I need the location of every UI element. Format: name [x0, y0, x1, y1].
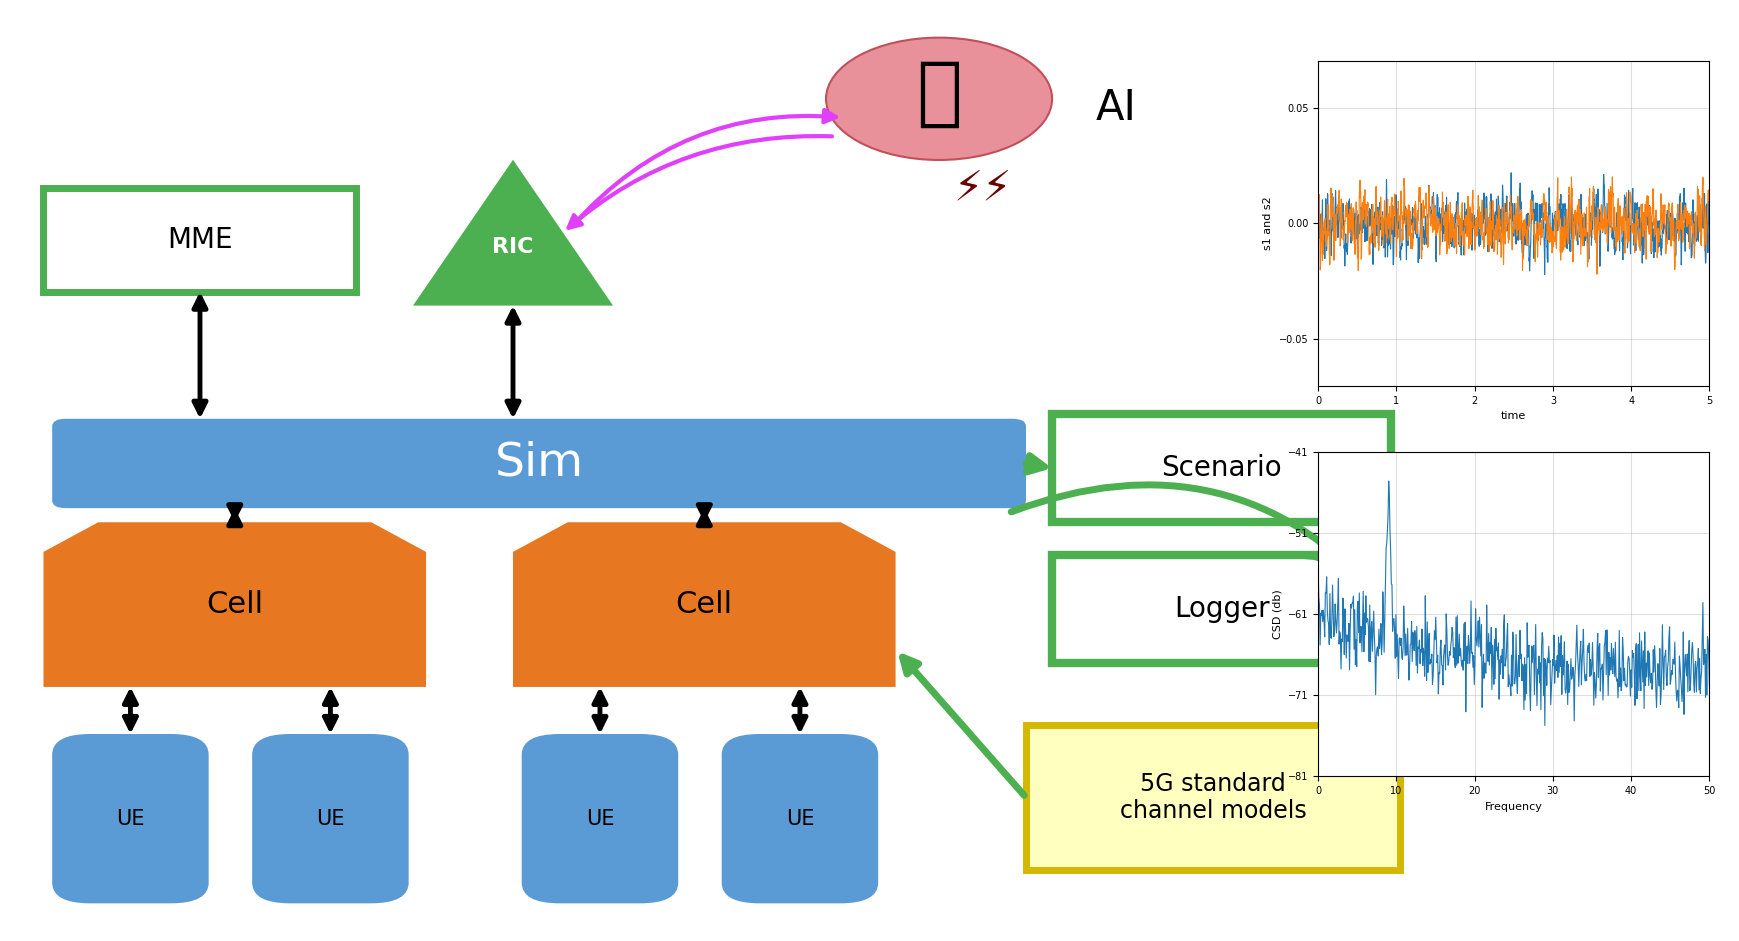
- Y-axis label: s1 and s2: s1 and s2: [1263, 197, 1273, 250]
- FancyArrowPatch shape: [903, 657, 1024, 795]
- Text: 🧠: 🧠: [916, 57, 962, 131]
- FancyBboxPatch shape: [43, 188, 356, 292]
- Text: 5G standard
channel models: 5G standard channel models: [1120, 772, 1306, 823]
- Text: Cell: Cell: [676, 590, 732, 619]
- FancyBboxPatch shape: [1026, 725, 1400, 870]
- FancyBboxPatch shape: [522, 734, 678, 903]
- Polygon shape: [513, 522, 896, 687]
- X-axis label: Frequency: Frequency: [1485, 802, 1542, 811]
- Text: UE: UE: [586, 808, 614, 829]
- Text: ⚡⚡: ⚡⚡: [953, 167, 1012, 209]
- Text: Scenario: Scenario: [1162, 455, 1282, 482]
- FancyBboxPatch shape: [1052, 555, 1391, 663]
- Text: RIC: RIC: [492, 237, 534, 258]
- FancyBboxPatch shape: [52, 419, 1026, 508]
- FancyArrowPatch shape: [1010, 485, 1384, 601]
- FancyBboxPatch shape: [1052, 414, 1391, 522]
- Polygon shape: [414, 160, 612, 306]
- Text: Sim: Sim: [494, 441, 584, 486]
- FancyBboxPatch shape: [252, 734, 409, 903]
- Y-axis label: CSD (db): CSD (db): [1273, 589, 1282, 639]
- FancyArrowPatch shape: [576, 110, 836, 223]
- FancyArrowPatch shape: [569, 136, 831, 228]
- Text: MME: MME: [167, 226, 233, 254]
- Text: real-time plot: real-time plot: [1452, 566, 1631, 592]
- Text: UE: UE: [786, 808, 814, 829]
- Text: UE: UE: [117, 808, 144, 829]
- Text: UE: UE: [316, 808, 344, 829]
- FancyArrowPatch shape: [1292, 555, 1370, 604]
- Text: Logger: Logger: [1174, 596, 1269, 623]
- Text: AI: AI: [1096, 88, 1137, 129]
- Polygon shape: [43, 522, 426, 687]
- FancyBboxPatch shape: [52, 734, 209, 903]
- FancyBboxPatch shape: [722, 734, 878, 903]
- Circle shape: [826, 38, 1052, 160]
- X-axis label: time: time: [1501, 411, 1527, 421]
- Text: Cell: Cell: [207, 590, 263, 619]
